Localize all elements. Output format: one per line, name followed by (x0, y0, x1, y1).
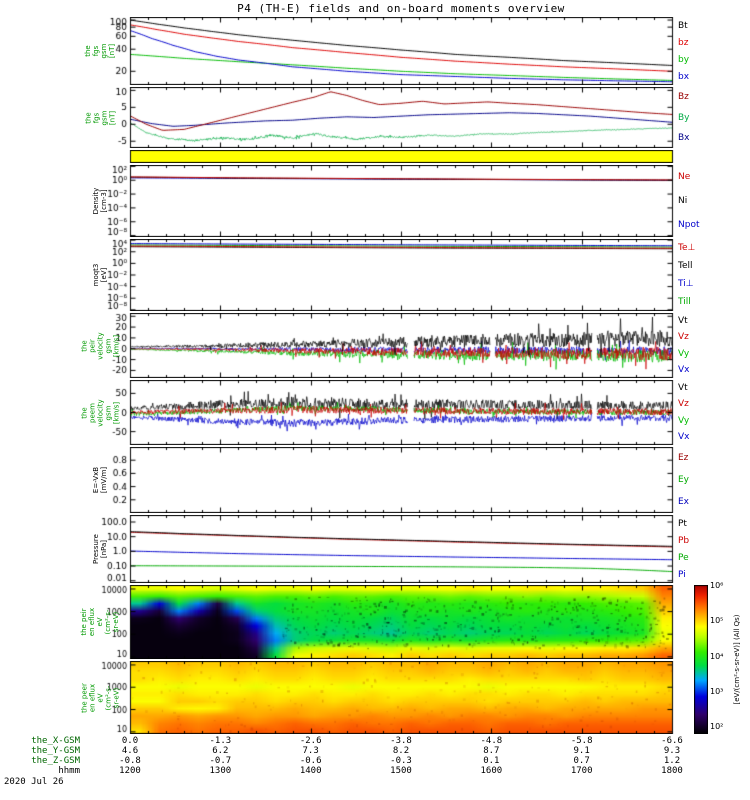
ylabel-fgs-gsm: the fgs gsm [nT] (84, 110, 116, 125)
legend-By: By (678, 112, 690, 123)
axis-value: 8.2 (392, 746, 410, 756)
legend-by: by (678, 54, 690, 65)
axis-row-label-the_Z-GSM: the_Z-GSM (31, 756, 80, 766)
ylabel-pressure: Pressure [nPa] (92, 534, 108, 564)
ylabel-peir-velocity: the peir velocity gsm [km/s] (80, 331, 120, 360)
panel-canvas-flags (85, 150, 674, 163)
panel-canvas-temperature (85, 239, 674, 311)
legend-Vt: Vt (678, 316, 688, 327)
panel-canvas-peir-velocity (85, 313, 674, 378)
panel-canvas-fgs-btotal (85, 17, 674, 85)
ylabel-peer-spectrogram: the peer en eflux eV (cm²-s-sr-eV) (80, 682, 120, 713)
panel-canvas-efield (85, 447, 674, 513)
legend-bx: bx (678, 71, 690, 82)
axis-value: 7.3 (302, 746, 319, 756)
legend-Vx: Vx (678, 431, 690, 442)
axis-value: 1700 (570, 766, 593, 776)
axis-value: 0.7 (573, 756, 590, 766)
legend-Ex: Ex (678, 497, 690, 507)
legend-Ni: Ni (678, 196, 688, 206)
legend-Ne: Ne (678, 172, 691, 182)
panel-canvas-fgs-gsm (85, 87, 674, 148)
axis-value: 0.0 (121, 736, 139, 746)
ylabel-efield: E=-VxB [mV/m] (92, 466, 108, 494)
axis-value: -0.3 (390, 756, 412, 766)
axis-value: -4.8 (480, 736, 503, 746)
legend-Te⊥: Te⊥ (678, 243, 696, 253)
axis-value: -0.8 (119, 756, 141, 766)
axis-value: 1300 (209, 766, 232, 776)
axis-value: -6.6 (661, 736, 683, 746)
legend-Pi: Pi (678, 569, 686, 580)
colorbar-tick: 10³ (710, 686, 724, 696)
axis-value: 1400 (299, 766, 322, 776)
date-label: 2020 Jul 26 (4, 777, 64, 787)
figure-title: P4 (TH-E) fields and on-board moments ov… (237, 2, 565, 15)
legend-Bz: Bz (678, 92, 689, 103)
panel-canvas-pressure (85, 515, 674, 583)
axis-value: -3.8 (390, 736, 412, 746)
colorbar-label: [eV/(cm²-s-sr-eV)] (All Qs) (732, 614, 741, 705)
legend-Vz: Vz (678, 332, 689, 343)
ylabel-density: Density [cm-3] (92, 187, 108, 215)
axis-value: 9.1 (573, 746, 590, 756)
axis-value: 4.6 (121, 746, 139, 756)
ylabel-temperature: moqt3 [eV] (92, 263, 108, 287)
legend-bz: bz (678, 37, 689, 48)
legend-Ti⊥: Ti⊥ (678, 279, 694, 289)
legend-Vz: Vz (678, 399, 689, 410)
legend-Till: Till (678, 297, 691, 307)
axis-value: -0.7 (209, 756, 232, 766)
axis-value: 9.3 (663, 746, 681, 756)
ylabel-fgs-btotal: the fgs gsm [nT] (84, 43, 116, 59)
legend-Vt: Vt (678, 383, 688, 394)
colorbar-tick: 10⁶ (710, 581, 724, 590)
legend-Pe: Pe (678, 552, 689, 563)
legend-Bt: Bt (678, 20, 688, 31)
legend-Ey: Ey (678, 475, 690, 485)
colorbar-tick: 10² (710, 722, 724, 731)
legend-Npot: Npot (678, 220, 700, 230)
panel-canvas-peir-spectrogram (85, 585, 674, 659)
legend-Bx: Bx (678, 132, 690, 143)
axis-value: 8.7 (483, 746, 500, 756)
axis-value: 1500 (390, 766, 412, 776)
ylabel-peir-spectrogram: the peir en eflux eV (cm²-s-sr-eV) (80, 607, 120, 637)
panel-canvas-peem-velocity (85, 380, 674, 445)
panel-canvas-peer-spectrogram (85, 661, 674, 734)
axis-row-label-the_X-GSM: the_X-GSM (31, 736, 80, 746)
axis-value: -1.3 (209, 736, 232, 746)
legend-Vx: Vx (678, 364, 690, 375)
legend-Tell: Tell (678, 261, 693, 271)
axis-value: 1200 (119, 766, 141, 776)
legend-Vy: Vy (678, 415, 690, 426)
colorbar (694, 585, 708, 734)
axis-value: -0.6 (299, 756, 322, 766)
axis-value: -2.6 (299, 736, 322, 746)
axis-value: 0.1 (483, 756, 500, 766)
axis-value: 1.2 (663, 756, 681, 766)
ylabel-peem-velocity: the peem velocity gsm [km/s] (80, 398, 120, 427)
axis-row-label-hhmm: hhmm (58, 766, 80, 776)
legend-Pb: Pb (678, 535, 690, 546)
axis-value: 1800 (661, 766, 683, 776)
legend-Pt: Pt (678, 518, 687, 529)
axis-row-label-the_Y-GSM: the_Y-GSM (31, 746, 80, 756)
axis-value: 1600 (480, 766, 503, 776)
axis-value: 6.2 (212, 746, 229, 756)
axis-value: -5.8 (570, 736, 593, 746)
legend-Vy: Vy (678, 348, 690, 359)
colorbar-tick: 10⁵ (710, 616, 724, 626)
legend-Ez: Ez (678, 453, 689, 463)
colorbar-tick: 10⁴ (710, 651, 724, 661)
panel-canvas-density (85, 165, 674, 237)
